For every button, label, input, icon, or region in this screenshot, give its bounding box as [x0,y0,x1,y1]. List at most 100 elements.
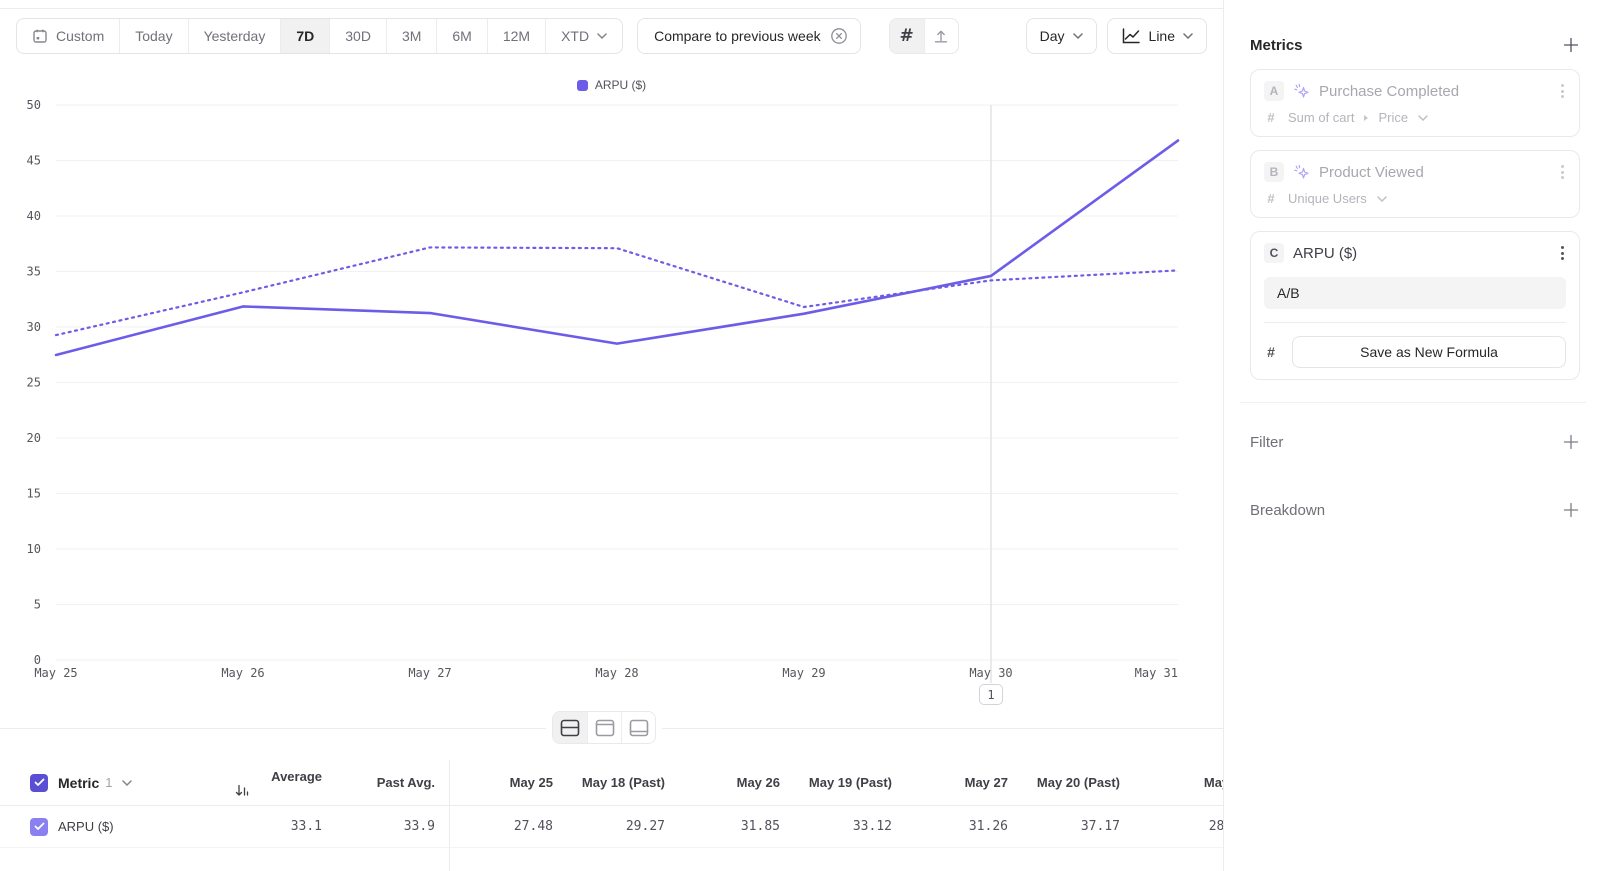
date-range-segmented-control: Custom Today Yesterday 7D 30D 3M 6M 12M … [16,18,624,54]
property-part: Sum of cart [1288,110,1355,125]
breadcrumb-arrow-icon [1364,114,1369,121]
table-value-cell: 31.85 [740,819,780,834]
sparkle-icon [1294,164,1309,179]
sort-descending-icon [235,784,249,796]
metric-group-label: Metric [58,774,100,791]
date-range-3m[interactable]: 3M [387,19,438,53]
formula-input[interactable]: A/B [1264,277,1566,309]
kebab-menu-icon[interactable] [1559,244,1566,262]
column-header[interactable]: May 27 [964,775,1008,790]
kebab-menu-icon[interactable] [1559,82,1566,100]
save-as-new-formula-button[interactable]: Save as New Formula [1292,336,1566,368]
column-header[interactable]: May 19 (Past) [808,775,892,790]
date-range-yesterday[interactable]: Yesterday [189,19,282,53]
svg-text:May 27: May 27 [408,666,451,680]
formula-prefix: # [1267,344,1275,360]
table-value-cell: 29.27 [625,819,665,834]
date-range-6m[interactable]: 6M [437,19,488,53]
column-header[interactable]: Average [230,769,322,797]
calendar-icon [33,29,47,43]
column-header[interactable]: May 18 (Past) [581,775,665,790]
filter-section-header: Filter [1250,433,1580,451]
column-header[interactable]: May 26 [736,775,780,790]
circle-x-icon[interactable] [830,27,848,45]
svg-text:15: 15 [27,487,41,501]
metric-group-header[interactable]: Metric 1 [0,773,230,792]
compare-to-previous-week-pill[interactable]: Compare to previous week [637,18,861,54]
svg-text:35: 35 [27,265,41,279]
date-range-xtd[interactable]: XTD [546,19,622,53]
date-range-30d[interactable]: 30D [330,19,387,53]
results-table: Metric 1 Average Past Avg. May 25 May 18 (P… [0,760,1223,871]
chevron-down-icon [597,33,607,39]
plus-icon [1563,434,1579,450]
filter-title: Filter [1250,433,1284,451]
chevron-down-icon [1072,33,1083,39]
row-checkbox[interactable] [30,817,48,836]
column-header[interactable]: May 2 [1203,775,1223,790]
add-filter-button[interactable] [1562,433,1580,451]
metric-property-row[interactable]: # Unique Users [1264,191,1566,206]
date-range-12m[interactable]: 12M [488,19,547,53]
metric-group-count: 1 [105,775,113,790]
date-range-custom[interactable]: Custom [17,19,121,53]
table-row: ARPU ($) 33.1 33.9 27.48 29.27 31.85 33.12 31.… [0,806,1223,848]
interval-label: Day [1039,28,1065,44]
metric-badge-c: C [1264,243,1284,263]
metric-badge-b: B [1264,162,1284,182]
plus-icon [1563,37,1579,53]
svg-text:20: 20 [27,431,41,445]
chart-type-dropdown[interactable]: Line [1106,18,1207,54]
add-breakdown-button[interactable] [1562,501,1580,519]
checkbox-checked-icon [34,822,44,830]
layout-bottom-icon [629,719,648,736]
metric-card-a[interactable]: A Purchase Completed # Sum of cart Price [1250,69,1580,137]
svg-text:0: 0 [34,653,41,667]
chevron-down-icon[interactable] [122,779,133,786]
svg-text:50: 50 [27,98,41,112]
table-value-cell: 37.17 [1080,819,1120,834]
main-panel: Custom Today Yesterday 7D 30D 3M 6M 12M … [0,8,1223,871]
layout-chart-only-button[interactable] [587,712,621,743]
annotations-toggle[interactable] [923,19,958,53]
metric-row-header[interactable]: ARPU ($) [0,817,230,836]
interval-dropdown[interactable]: Day [1025,18,1097,54]
svg-text:40: 40 [27,209,41,223]
kebab-menu-icon[interactable] [1559,163,1566,181]
column-header[interactable]: May 20 (Past) [1036,775,1120,790]
chart-toolbar: Custom Today Yesterday 7D 30D 3M 6M 12M … [16,18,1207,54]
layout-split-view-button[interactable] [553,712,587,743]
metric-card-c[interactable]: C ARPU ($) A/B # Save as New Formula [1250,231,1580,380]
table-value-cell: 27.48 [513,819,553,834]
row-label: ARPU ($) [58,819,114,834]
select-all-checkbox[interactable] [30,773,48,792]
annotation-arrow-icon [934,30,948,43]
metric-title: Purchase Completed [1319,82,1460,100]
table-column-divider [449,760,450,871]
date-range-7d[interactable]: 7D [281,19,331,53]
metric-card-b[interactable]: B Product Viewed # Unique Users [1250,150,1580,218]
hash-grid-icon: # [899,26,914,46]
metric-badge-a: A [1264,81,1284,101]
svg-text:10: 10 [27,542,41,556]
grid-toggle[interactable]: # [889,19,924,53]
svg-text:25: 25 [27,376,41,390]
breakdown-section-header: Breakdown [1250,501,1580,519]
date-range-today[interactable]: Today [120,19,189,53]
compare-label: Compare to previous week [654,28,821,44]
metric-property-row[interactable]: # Sum of cart Price [1264,110,1566,125]
plus-icon [1563,502,1579,518]
svg-text:May 31: May 31 [1135,666,1178,680]
chevron-down-icon [1183,33,1193,39]
table-header-row: Metric 1 Average Past Avg. May 25 May 18 (P… [0,760,1223,806]
column-header[interactable]: Past Avg. [376,775,435,790]
svg-text:May 28: May 28 [595,666,638,680]
annotation-marker-badge[interactable]: 1 [979,684,1003,705]
layout-table-only-button[interactable] [621,712,655,743]
column-header[interactable]: May 25 [509,775,553,790]
chart-legend[interactable]: ARPU ($) [0,78,1223,92]
add-metric-button[interactable] [1562,36,1580,54]
line-chart-canvas[interactable]: 0 5 10 15 20 25 30 35 40 45 50 May 25 May 26 May 27 Ma… [0,62,1223,745]
card-divider [1264,322,1566,323]
metric-title: Product Viewed [1319,163,1424,181]
